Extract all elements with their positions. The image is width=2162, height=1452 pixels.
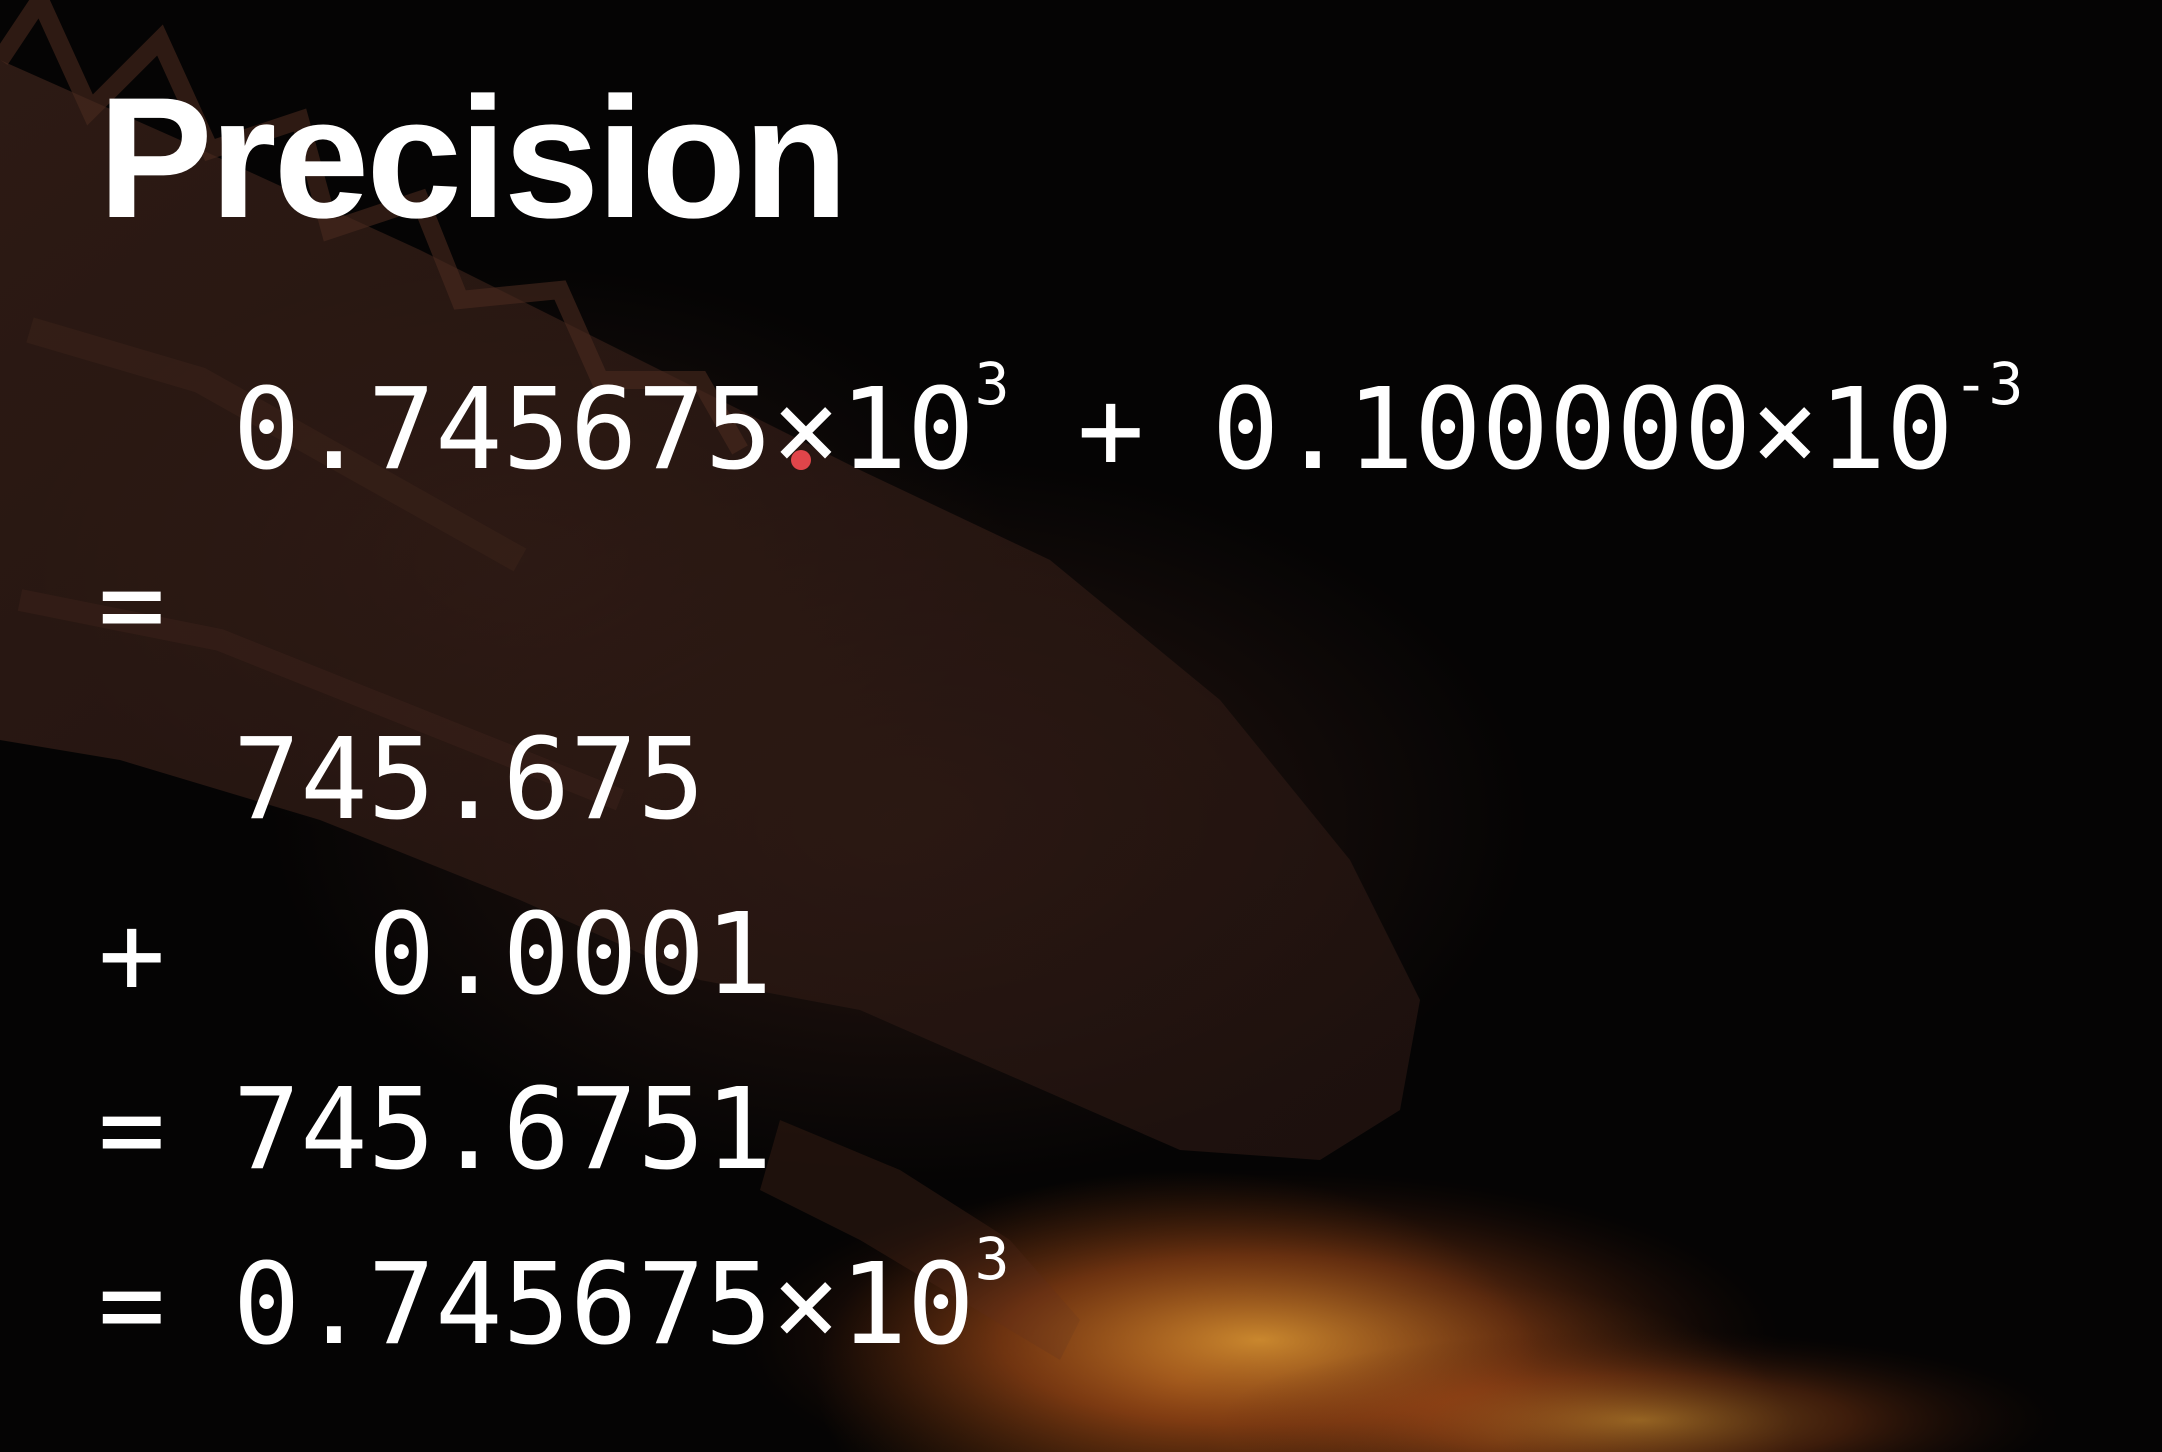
dragon-spikes	[0, 0, 748, 455]
equals-line: =	[98, 540, 166, 670]
exponent-b: -3	[1953, 350, 2024, 418]
addend-line: 745.675	[98, 715, 705, 845]
times-ten-a: ×10	[772, 365, 975, 495]
result-exponent: 3	[974, 1225, 1010, 1293]
result-mantissa: 0.745675	[232, 1240, 773, 1370]
mantissa-a: 0.745675	[232, 365, 773, 495]
result-times-ten: ×10	[772, 1240, 975, 1370]
sum-line: = 745.6751	[98, 1065, 773, 1195]
exponent-a: 3	[974, 350, 1010, 418]
plus-operator: +	[1009, 365, 1212, 495]
result-line: = 0.745675×103	[98, 1230, 1010, 1370]
times-ten-b: ×10	[1751, 365, 1954, 495]
second-addend-line: + 0.0001	[98, 890, 773, 1020]
spacer	[98, 365, 233, 495]
mantissa-b: 0.100000	[1211, 365, 1752, 495]
dragon-head-shape	[0, 60, 1420, 1160]
result-prefix: =	[98, 1240, 233, 1370]
slide-title: Precision	[98, 62, 848, 254]
laser-pointer-dot	[791, 450, 811, 470]
expression-line: 0.745675×103 + 0.100000×10-3	[98, 355, 2024, 495]
